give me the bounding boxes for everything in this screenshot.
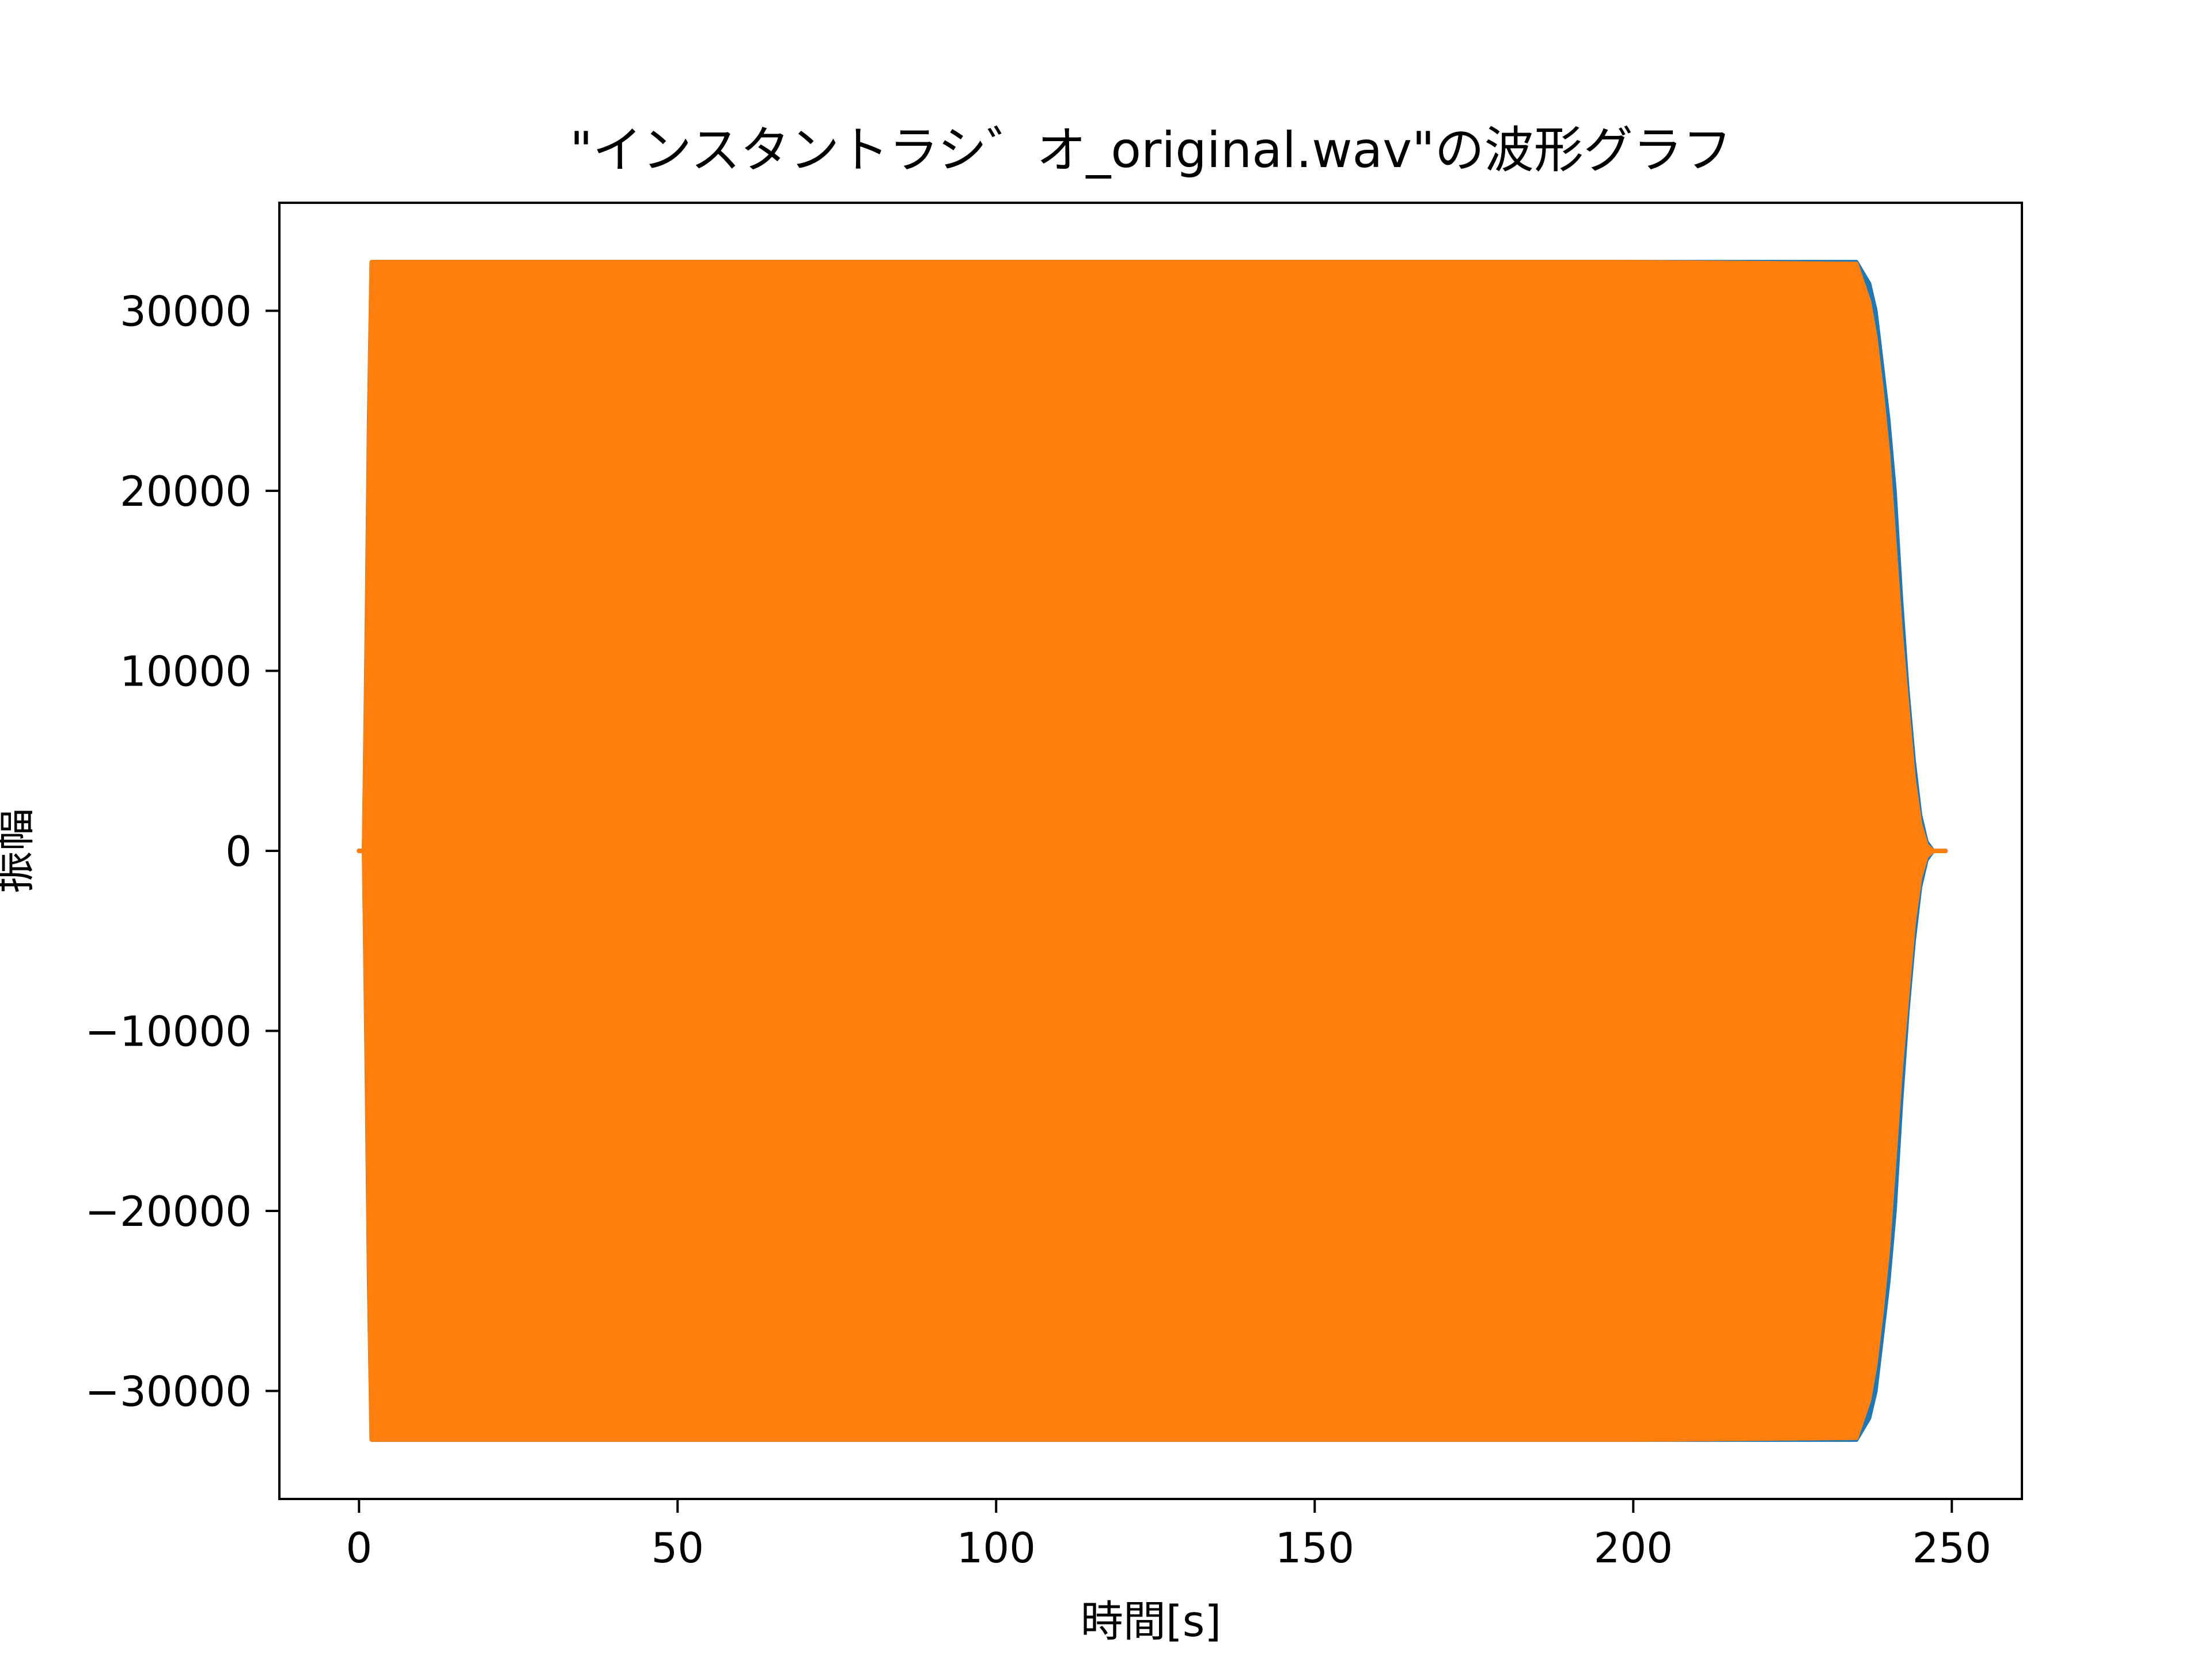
x-axis-label: 時間[s] <box>1081 1597 1221 1646</box>
y-tick-label: −20000 <box>85 1187 252 1236</box>
y-tick-label: 30000 <box>120 287 252 336</box>
x-tick-label: 200 <box>1594 1524 1673 1572</box>
chart-title: "インスタントラシ゛オ_original.wav"の波形グラフ <box>570 122 1732 179</box>
y-axis-label: 振幅 <box>0 808 39 894</box>
y-tick-label: −30000 <box>85 1368 252 1416</box>
x-tick-label: 0 <box>346 1524 372 1572</box>
y-tick-label: 10000 <box>120 648 252 696</box>
y-axis-ticks: −30000 −20000 −10000 0 10000 20000 30000 <box>85 287 279 1416</box>
y-tick-label: 20000 <box>120 467 252 516</box>
y-tick-label: −10000 <box>85 1008 252 1056</box>
x-tick-label: 100 <box>957 1524 1036 1572</box>
series-layer <box>357 260 1948 1442</box>
y-tick-label: 0 <box>225 827 252 876</box>
x-tick-label: 250 <box>1912 1524 1991 1572</box>
x-tick-label: 50 <box>651 1524 704 1572</box>
x-tick-label: 150 <box>1275 1524 1354 1572</box>
series-2-waveform <box>357 260 1948 1442</box>
x-axis-ticks: 0 50 100 150 200 250 <box>346 1499 1991 1572</box>
